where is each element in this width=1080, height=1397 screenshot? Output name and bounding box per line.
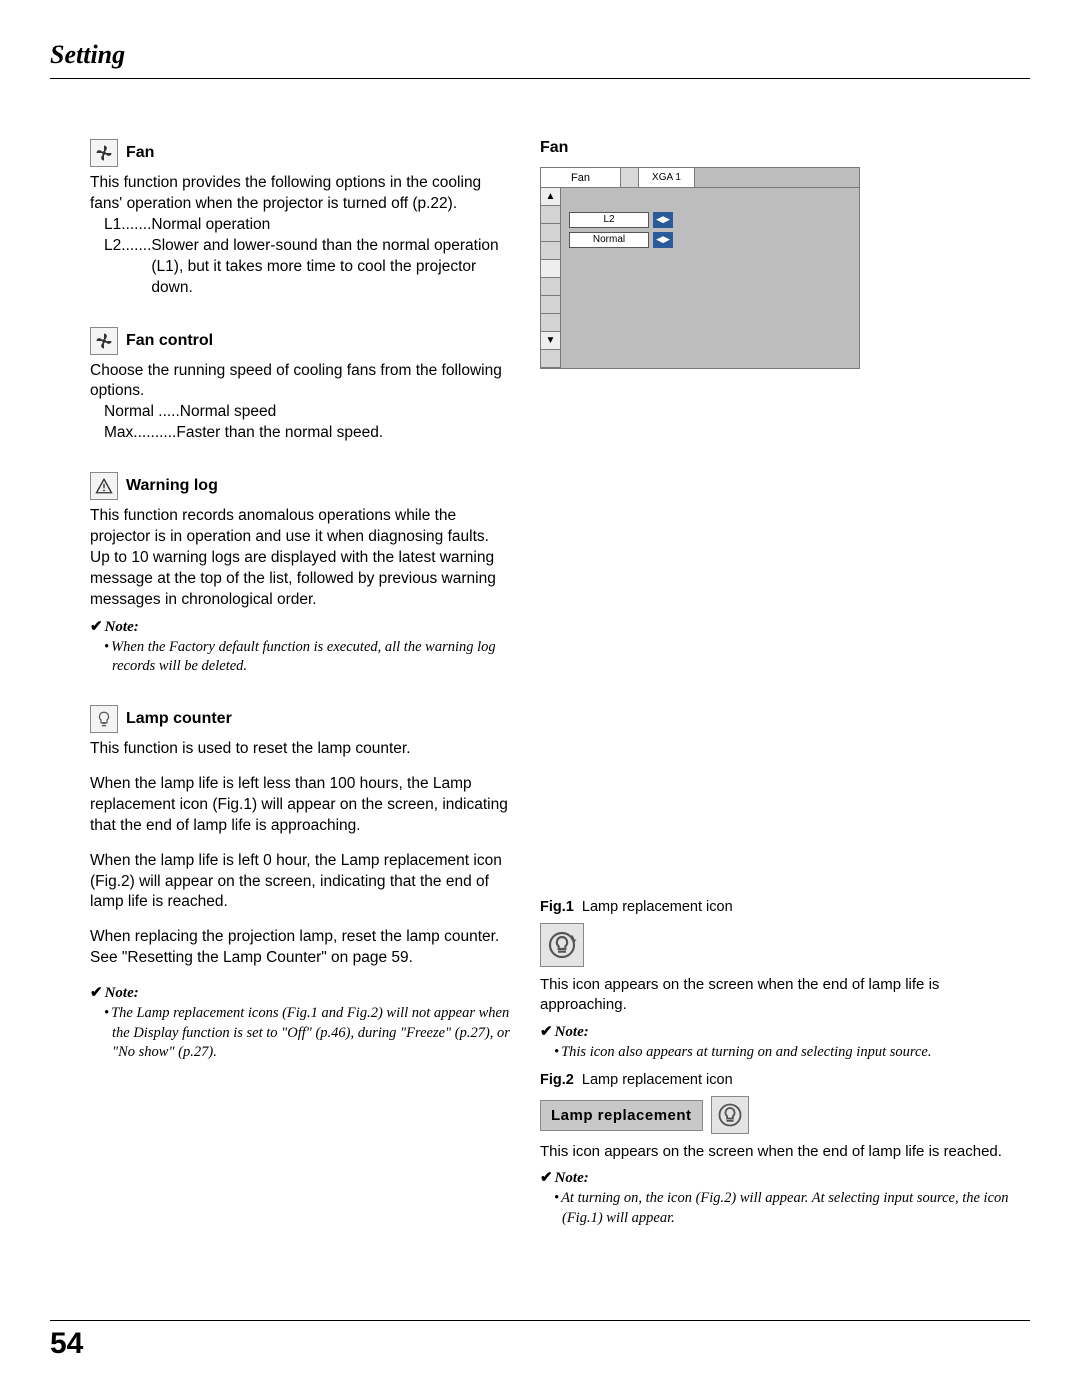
section-fan-title: Fan	[126, 144, 154, 162]
section-lamp-counter: Lamp counter This function is used to re…	[90, 705, 510, 1063]
rail-icon	[541, 206, 560, 224]
lamp-p4: When replacing the projection lamp, rese…	[90, 927, 510, 969]
section-fan-control: Fan control Choose the running speed of …	[90, 327, 510, 445]
section-fan-control-title: Fan control	[126, 332, 213, 350]
osd-siderail: ▲ ▼	[541, 188, 561, 368]
lamp-replacement-icon	[711, 1096, 749, 1134]
list-item: L2....... Slower and lower-sound than th…	[104, 236, 510, 299]
left-column: Fan This function provides the following…	[50, 139, 510, 1228]
rail-icon	[541, 296, 560, 314]
osd-panel: Fan XGA 1 ▲	[540, 167, 860, 369]
list-item: L1....... Normal operation	[104, 215, 510, 236]
section-fan-control-body: Choose the running speed of cooling fans…	[90, 361, 510, 403]
page-number: 54	[50, 1327, 83, 1361]
osd-value: Normal	[569, 232, 649, 248]
note-body: •At turning on, the icon (Fig.2) will ap…	[562, 1189, 1030, 1228]
list-item: Max.......... Faster than the normal spe…	[104, 423, 510, 444]
osd-tab: Fan	[541, 168, 621, 187]
page-title: Setting	[50, 40, 1030, 70]
fan-icon	[90, 139, 118, 167]
lamp-replacement-icon	[540, 923, 584, 967]
right-column: Fan Fan XGA 1 ▲	[540, 139, 1030, 1228]
fan-control-options: Normal ..... Normal speed Max.......... …	[104, 402, 510, 444]
note-heading: ✔Note:	[90, 983, 510, 1002]
rail-icon	[541, 242, 560, 260]
rail-icon	[541, 350, 560, 368]
osd-main: L2 ◀▶ Normal ◀▶	[561, 188, 859, 368]
content-columns: Fan This function provides the following…	[50, 139, 1030, 1228]
fan-control-icon	[90, 327, 118, 355]
right-fan-title: Fan	[540, 139, 1030, 157]
page-header: Setting	[50, 40, 1030, 79]
rail-down-icon: ▼	[541, 332, 560, 350]
lamp-p2: When the lamp life is left less than 100…	[90, 774, 510, 837]
rail-icon	[541, 278, 560, 296]
lamp-icon	[90, 705, 118, 733]
lamp-replacement-bar: Lamp replacement	[540, 1096, 1030, 1134]
osd-row: Normal ◀▶	[569, 232, 851, 248]
fig2-label: Fig.2 Lamp replacement icon	[540, 1072, 1030, 1088]
section-fan-body: This function provides the following opt…	[90, 173, 510, 215]
osd-arrows-icon: ◀▶	[653, 232, 673, 248]
section-warning-log: Warning log This function records anomal…	[90, 472, 510, 677]
note-heading: ✔Note:	[540, 1022, 1030, 1041]
osd-top-icon	[621, 168, 639, 187]
fig1-body: This icon appears on the screen when the…	[540, 975, 1030, 1016]
rail-icon	[541, 314, 560, 332]
osd-toprow: Fan XGA 1	[541, 168, 859, 188]
osd-value: L2	[569, 212, 649, 228]
fan-options: L1....... Normal operation L2....... Slo…	[104, 215, 510, 299]
section-warning-title: Warning log	[126, 477, 218, 495]
lamp-replacement-label: Lamp replacement	[540, 1100, 703, 1131]
note-body: •The Lamp replacement icons (Fig.1 and F…	[112, 1004, 510, 1063]
rail-up-icon: ▲	[541, 188, 560, 206]
osd-arrows-icon: ◀▶	[653, 212, 673, 228]
warning-icon	[90, 472, 118, 500]
note-heading: ✔Note:	[90, 617, 510, 636]
note-body: •When the Factory default function is ex…	[112, 638, 510, 677]
list-item: Normal ..... Normal speed	[104, 402, 510, 423]
lamp-p3: When the lamp life is left 0 hour, the L…	[90, 851, 510, 914]
section-lamp-title: Lamp counter	[126, 710, 232, 728]
rail-icon	[541, 224, 560, 242]
note-heading: ✔Note:	[540, 1168, 1030, 1187]
page-rule	[50, 1320, 1030, 1321]
lamp-p1: This function is used to reset the lamp …	[90, 739, 510, 760]
osd-row: L2 ◀▶	[569, 212, 851, 228]
section-fan: Fan This function provides the following…	[90, 139, 510, 299]
rail-icon	[541, 260, 560, 278]
fig2-body: This icon appears on the screen when the…	[540, 1142, 1030, 1162]
section-warning-body: This function records anomalous operatio…	[90, 506, 510, 611]
note-body: •This icon also appears at turning on an…	[562, 1043, 1030, 1063]
fig1-label: Fig.1 Lamp replacement icon	[540, 899, 1030, 915]
osd-mode: XGA 1	[639, 168, 695, 187]
